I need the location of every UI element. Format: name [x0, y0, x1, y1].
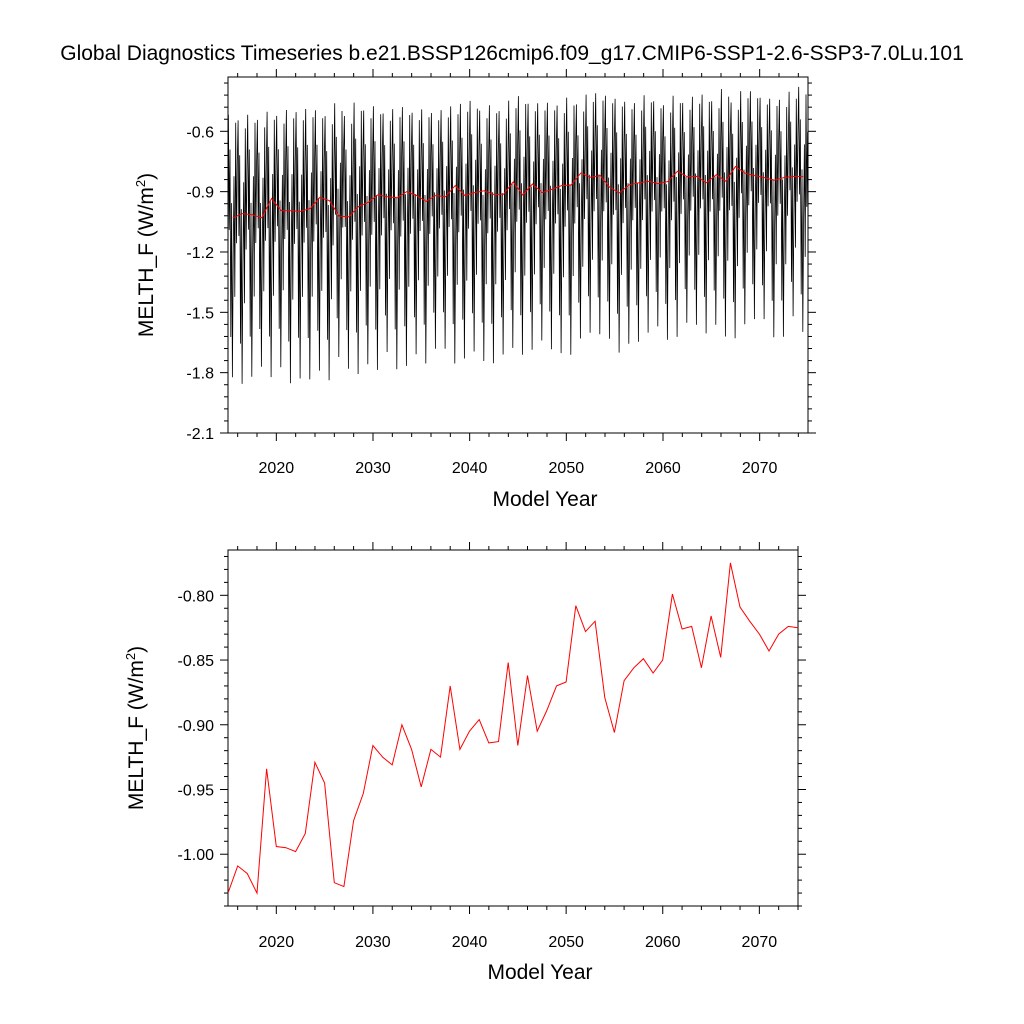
x-axis-label: Model Year [487, 961, 592, 984]
y-tick-label: -1.2 [186, 245, 214, 262]
plot-frame [227, 76, 809, 434]
x-tick-label: 2040 [452, 934, 488, 951]
x-tick-label: 2020 [259, 460, 295, 477]
annual-mean-line [228, 562, 798, 895]
x-tick-label: 2030 [355, 460, 391, 477]
x-tick-label: 2020 [259, 934, 295, 951]
x-tick-label: 2060 [645, 460, 681, 477]
annual-mean-line [232, 165, 804, 219]
x-tick-label: 2050 [548, 934, 584, 951]
y-axis-label: MELTH_F (W/m2) [123, 646, 148, 810]
y-tick-label: -0.95 [178, 782, 215, 799]
y-axis-label: MELTH_F (W/m2) [133, 173, 158, 337]
y-tick-label: -2.1 [186, 426, 214, 443]
y-tick-label: -0.80 [178, 588, 215, 605]
x-tick-label: 2040 [452, 460, 488, 477]
x-tick-label: 2060 [645, 934, 681, 951]
y-tick-label: -0.90 [178, 718, 215, 735]
top-panel: 2020 2030 2040 2050 2060 2070 -0.6 -0.9 -1.2 -1.5… [133, 69, 816, 511]
y-tick-label: -1.00 [178, 847, 215, 864]
bottom-panel: 2020 2030 2040 2050 2060 2070 -0.80 -0.85 -0.90 -… [123, 542, 806, 984]
x-tick-label: 2070 [742, 934, 778, 951]
y-tick-label: -0.85 [178, 653, 215, 670]
y-tick-label: -1.8 [186, 366, 214, 383]
y-tick-label: -0.9 [186, 185, 214, 202]
x-tick-label: 2030 [355, 934, 391, 951]
y-tick-label: -1.5 [186, 305, 214, 322]
x-tick-label: 2070 [742, 460, 778, 477]
x-axis-label: Model Year [492, 488, 597, 511]
figure-title: Global Diagnostics Timeseries b.e21.BSSP… [60, 42, 964, 65]
plot-frame [227, 549, 799, 907]
y-tick-label: -0.6 [186, 124, 214, 141]
x-tick-label: 2050 [549, 460, 585, 477]
monthly-series-line [228, 86, 808, 384]
